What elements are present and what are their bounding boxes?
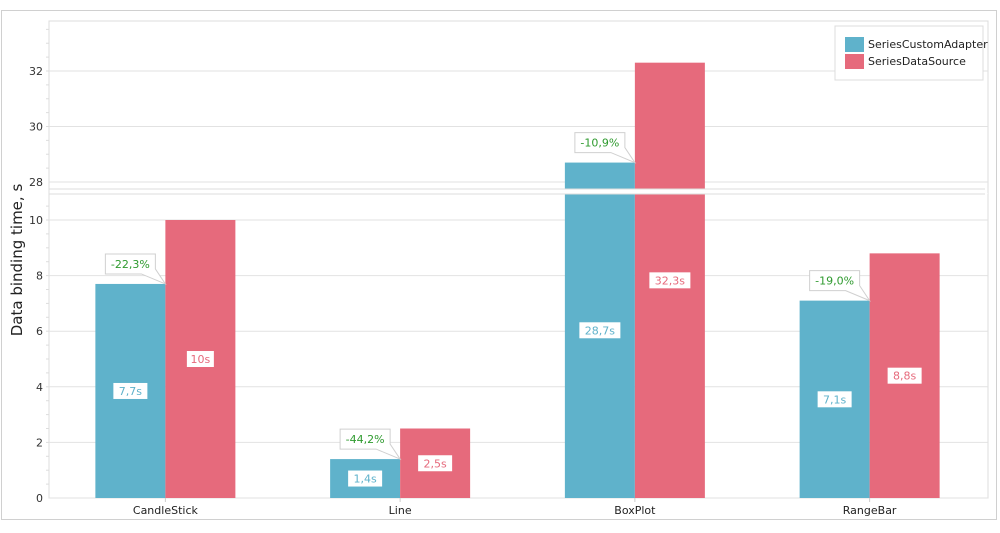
legend-swatch [845,37,864,52]
value-label-box [186,351,214,367]
value-label-box [649,272,691,289]
value-label-box [113,382,148,399]
y-tick-label: 30 [29,121,43,134]
y-tick-label: 28 [29,176,43,189]
value-label-box [579,322,621,339]
annotation-callout [809,270,871,302]
legend-label: SeriesDataSource [868,55,966,68]
chart-frame [1,10,997,520]
axis-break [48,188,988,195]
y-tick-label: 8 [36,270,43,283]
x-tick-label: Line [389,504,412,517]
legend-swatch [845,54,864,69]
y-tick-label: 32 [29,65,43,78]
value-label-box [887,367,922,384]
value-label: 28,7s [585,324,615,337]
value-label: 8,8s [893,370,916,383]
annotation-label: -19,0% [815,275,854,288]
value-label: 10s [191,353,211,366]
value-label: 32,3s [655,274,685,287]
legend-label: SeriesCustomAdapter [868,38,988,51]
y-tick-label: 0 [36,492,43,505]
x-tick-label: RangeBar [843,504,897,517]
value-label: 7,7s [119,385,142,398]
annotation-label: -22,3% [111,258,150,271]
value-label-box [418,455,453,472]
annotation-label: -44,2% [346,433,385,446]
x-tick-label: CandleStick [133,504,199,517]
legend-box [834,25,984,81]
x-tick-label: BoxPlot [614,504,656,517]
annotation-callout [104,253,167,286]
annotation-callout [574,132,637,164]
value-label: 2,5s [424,457,447,470]
y-tick-label: 4 [36,381,43,394]
legend: SeriesCustomAdapter SeriesDataSource [834,25,988,81]
value-label-box [817,391,852,408]
annotation-label: -10,9% [580,137,619,150]
y-tick-label: 2 [36,436,43,449]
value-label: 1,4s [354,473,377,486]
value-label: 7,1s [823,393,846,406]
y-tick-label: 10 [29,214,43,227]
y-tick-label: 6 [36,325,43,338]
annotation-callout [339,428,402,461]
break-line [48,188,985,190]
break-line [48,193,985,195]
y-axis-label: Data binding time, s [8,184,26,337]
value-label-box [348,470,383,487]
